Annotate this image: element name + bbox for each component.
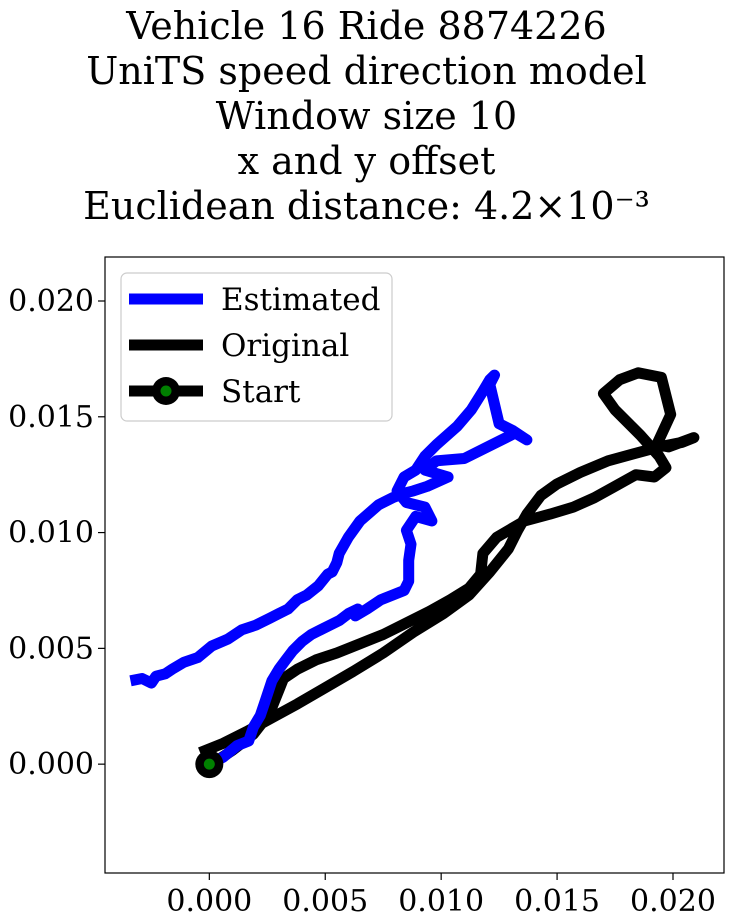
legend-label: Original [221, 328, 349, 364]
x-tick-label: 0.015 [514, 884, 600, 919]
chart-title: Vehicle 16 Ride 8874226 UniTS speed dire… [0, 4, 733, 229]
axes-frame [104, 256, 725, 874]
title-line-2: UniTS speed direction model [86, 49, 647, 93]
axis-ticks: 0.000 0.005 0.010 0.015 0.020 0.000 0.005 0.010… [8, 284, 716, 919]
legend: Estimated Original Start [120, 272, 393, 422]
title-line-3: Window size 10 [215, 94, 518, 138]
legend-start-marker [160, 385, 172, 397]
y-tick-label: 0.010 [8, 516, 94, 551]
x-tick-label: 0.000 [166, 884, 252, 919]
series-line-original [198, 367, 700, 769]
series-line-estimated [129, 369, 533, 770]
x-tick-label: 0.010 [398, 884, 484, 919]
axes-border [104, 256, 725, 874]
series-layer [129, 367, 700, 779]
y-tick-label: 0.005 [8, 631, 94, 666]
start-marker [203, 758, 215, 770]
title-line-1: Vehicle 16 Ride 8874226 [126, 4, 607, 48]
y-tick-label: 0.015 [8, 400, 94, 435]
title-line-4: x and y offset [237, 139, 496, 183]
legend-label: Estimated [221, 282, 380, 318]
y-tick-label: 0.000 [8, 747, 94, 782]
x-tick-label: 0.005 [282, 884, 368, 919]
legend-box [120, 272, 393, 422]
x-tick-label: 0.020 [630, 884, 716, 919]
y-tick-label: 0.020 [8, 284, 94, 319]
legend-label: Start [221, 374, 301, 410]
title-line-5: Euclidean distance: 4.2×10⁻³ [83, 184, 650, 228]
